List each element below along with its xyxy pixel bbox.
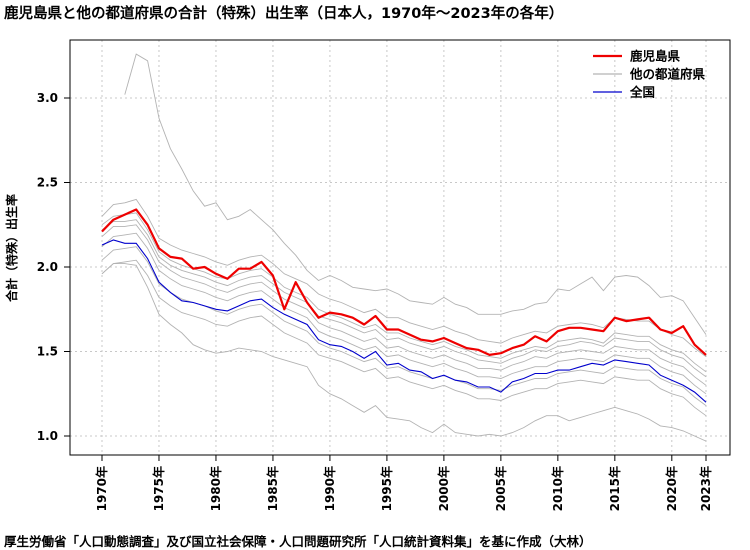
x-tick-label: 1975年 [151,466,166,511]
series-line-other-prefecture [101,263,707,442]
highlight-series [101,208,707,403]
series-line-kagoshima [101,208,707,356]
series-line-other-prefecture [101,198,707,357]
series-line-other-prefecture [101,212,707,373]
x-tick-label: 2000年 [436,466,451,511]
y-tick-label: 2.0 [37,260,58,274]
axes: 1.0 1.5 2.0 2.5 3.0 1970年 1975年 1980年 1985年 1990年… [37,39,731,511]
x-tick-label: 2005年 [493,466,508,511]
series-line-national [101,239,707,403]
series-line-other-prefecture [101,219,707,378]
series-line-other-prefecture [101,259,707,417]
series-line-other-prefecture [101,224,707,386]
series-line-other-prefecture [124,53,707,335]
legend-item-national-label: 全国 [629,85,655,100]
x-tick-label: 2010年 [550,466,565,511]
x-tick-label: 1985年 [265,466,280,511]
x-tick-label: 1970年 [94,466,109,511]
y-tick-label: 1.5 [37,345,58,359]
x-tick-label: 1990年 [322,466,337,511]
x-tick-label: 2015年 [607,466,622,511]
chart-title: 鹿児島県と他の都道府県の合計（特殊）出生率（日本人，1970年〜2023年の各年… [4,6,564,22]
grid [70,40,730,455]
y-axis-label: 合計（特殊）出生率 [4,194,19,302]
y-tick-label: 3.0 [37,91,58,105]
x-tick-label: 1980年 [208,466,223,511]
x-tick-label: 1995年 [379,466,394,511]
legend-item-kagoshima-label: 鹿児島県 [630,49,681,64]
other-prefecture-series [101,53,707,442]
y-tick-label: 2.5 [37,176,58,190]
series-line-other-prefecture [101,246,707,406]
plot-frame [69,39,731,456]
y-axis-label-group: 合計（特殊）出生率 [4,194,19,302]
legend-item-others-label: 他の都道府県 [629,67,706,82]
source-note: 厚生労働省「人口動態調査」及び国立社会保障・人口問題研究所「人口統計資料集」を基… [4,534,592,549]
x-tick-label: 2020年 [664,466,679,511]
y-tick-label: 1.0 [37,429,58,443]
x-tick-label: 2023年 [698,466,713,511]
series-line-other-prefecture [101,232,707,395]
